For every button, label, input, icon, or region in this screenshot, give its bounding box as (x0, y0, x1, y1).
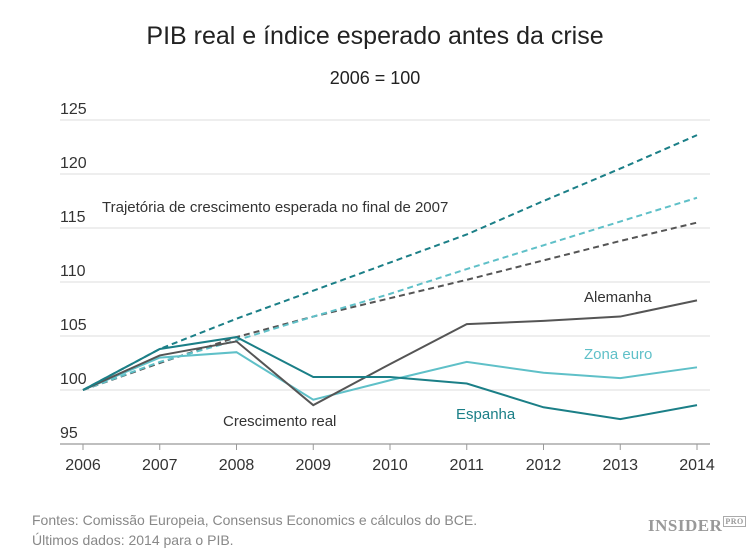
y-tick-label: 110 (60, 263, 86, 280)
annotation-expected: Trajetória de crescimento esperada no fi… (102, 199, 448, 216)
data-note: Últimos dados: 2014 para o PIB. (32, 532, 234, 548)
label-zona-euro: Zona euro (584, 346, 652, 363)
x-tick-label: 2012 (526, 457, 562, 474)
x-tick-label: 2008 (219, 457, 255, 474)
real-line-5fc0c8 (82, 351, 698, 401)
x-tick-label: 2006 (65, 457, 101, 474)
chart-title: PIB real e índice esperado antes da cris… (146, 22, 604, 50)
source-note: Fontes: Comissão Europeia, Consensus Eco… (32, 512, 478, 528)
label-alemanha: Alemanha (584, 289, 652, 306)
chart-subtitle: 2006 = 100 (329, 68, 421, 88)
annotation-real: Crescimento real (223, 413, 336, 430)
real-line-555555 (82, 299, 698, 407)
x-tick-label: 2010 (372, 457, 408, 474)
y-tick-label: 120 (60, 155, 87, 172)
y-tick-label: 95 (60, 425, 78, 442)
x-tick-label: 2014 (679, 457, 715, 474)
real-line-1b7f87 (82, 336, 698, 421)
y-tick-label: 125 (60, 101, 87, 118)
insider-pro-logo: INSIDER PRO (648, 516, 746, 535)
x-tick-label: 2007 (142, 457, 178, 474)
expected-line-1b7f87 (82, 134, 698, 391)
x-tick-label: 2011 (450, 457, 485, 474)
y-tick-label: 115 (60, 209, 86, 226)
expected-line-5fc0c8 (82, 196, 698, 391)
x-tick-label: 2013 (602, 457, 638, 474)
expected-line-555555 (82, 221, 698, 391)
y-tick-label: 100 (60, 371, 87, 388)
label-espanha: Espanha (456, 406, 516, 423)
y-tick-label: 105 (60, 317, 87, 334)
x-tick-label: 2009 (295, 457, 331, 474)
